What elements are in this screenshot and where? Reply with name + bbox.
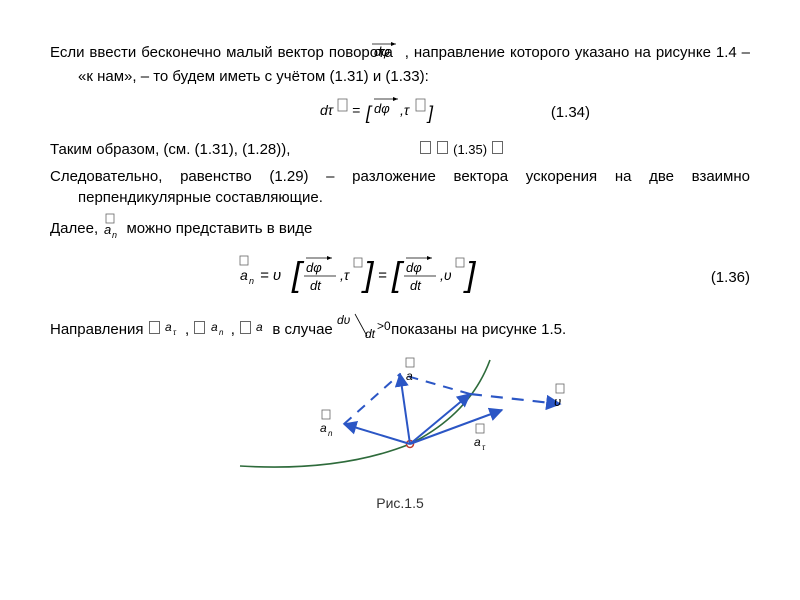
svg-text:dφ: dφ xyxy=(406,260,422,275)
svg-text:]: ] xyxy=(361,256,375,294)
svg-text:]: ] xyxy=(426,103,434,123)
dv-dt-inline: dυ dt >0 xyxy=(337,312,387,348)
svg-text:a: a xyxy=(165,320,172,334)
eq134-num: (1.34) xyxy=(530,102,590,123)
svg-text:a: a xyxy=(211,320,218,334)
p4-text-a: Далее, xyxy=(50,220,102,237)
vector-an-inline: a n xyxy=(102,214,122,244)
svg-text:n: n xyxy=(219,328,224,337)
svg-text:dt: dt xyxy=(410,278,422,293)
svg-text:dφ: dφ xyxy=(374,101,390,116)
eq134-body: dτ = [ dφ ,τ ] xyxy=(50,93,530,131)
svg-text:τ: τ xyxy=(173,328,177,337)
svg-text:[: [ xyxy=(391,256,405,294)
equation-1-34: dτ = [ dφ ,τ ] (1.34) xyxy=(50,93,750,131)
svg-text:,υ: ,υ xyxy=(440,267,452,283)
placeholder-icon xyxy=(240,321,251,334)
svg-text:n: n xyxy=(328,429,333,438)
equation-1-36: a n = υ [ dφ dt ,τ ] = [ dφ dt ,υ ] (1.3… xyxy=(50,250,750,304)
placeholder-icon xyxy=(437,141,448,154)
svg-text:=: = xyxy=(352,102,360,118)
vec-a-inline: a xyxy=(256,317,268,343)
svg-text:dt: dt xyxy=(310,278,322,293)
vec-at-inline: aτ xyxy=(165,317,181,343)
p5-text-e: показаны на рисунке 1.5. xyxy=(391,321,566,338)
paragraph-1: Если ввести бесконечно малый вектор пово… xyxy=(50,40,750,87)
p1-text-a: Если ввести бесконечно малый вектор пово… xyxy=(50,44,398,61)
placeholder-icon xyxy=(194,321,205,334)
svg-text:a: a xyxy=(474,435,481,449)
svg-text:υ: υ xyxy=(554,394,561,409)
svg-text:a: a xyxy=(320,421,327,435)
vector-dphi-inline: dφ xyxy=(398,40,400,66)
svg-text:dt: dt xyxy=(365,327,376,341)
paragraph-4: Далее, a n можно представить в виде xyxy=(50,214,750,244)
vec-an-inline-2: an xyxy=(211,317,227,343)
svg-text:n: n xyxy=(249,276,254,286)
svg-text:dφ: dφ xyxy=(374,44,390,59)
svg-text:dτ: dτ xyxy=(320,102,334,118)
figure-svg: a n a a τ υ xyxy=(220,354,580,484)
svg-text:a: a xyxy=(240,267,248,283)
svg-text:]: ] xyxy=(463,256,477,294)
placeholder-icon xyxy=(492,141,503,154)
paragraph-3: Следовательно, равенство (1.29) – разлож… xyxy=(50,166,750,208)
figure-caption: Рис.1.5 xyxy=(50,494,750,514)
svg-text:τ: τ xyxy=(482,443,486,452)
svg-text:a: a xyxy=(104,222,111,237)
p3-text: Следовательно, равенство (1.29) – разлож… xyxy=(50,168,750,206)
svg-text:a: a xyxy=(406,369,413,383)
figure-1-5: a n a a τ υ Рис.1.5 xyxy=(50,354,750,514)
svg-text:=: = xyxy=(378,267,387,284)
eq136-num: (1.36) xyxy=(690,267,750,288)
paragraph-2: Таким образом, (см. (1.31), (1.28)), (1.… xyxy=(50,139,750,160)
p2-text: Таким образом, (см. (1.31), (1.28)), xyxy=(50,141,290,158)
p5-text-d: в случае xyxy=(272,321,337,338)
svg-text:dυ: dυ xyxy=(337,313,351,327)
p4-text-b: можно представить в виде xyxy=(126,220,312,237)
paragraph-5: Направления aτ , an , a в случае dυ dt >… xyxy=(50,312,750,348)
svg-text:,τ: ,τ xyxy=(400,102,410,118)
svg-text:a: a xyxy=(256,320,263,334)
p5-text-c: , xyxy=(231,321,239,338)
placeholder-icon xyxy=(149,321,160,334)
p5-text-a: Направления xyxy=(50,321,148,338)
svg-text:dφ: dφ xyxy=(306,260,322,275)
svg-text:[: [ xyxy=(291,256,305,294)
svg-text:n: n xyxy=(112,230,117,240)
svg-text:= υ: = υ xyxy=(260,267,281,284)
eq136-body: a n = υ [ dφ dt ,τ ] = [ dφ dt ,υ ] xyxy=(50,250,690,304)
svg-text:>0: >0 xyxy=(377,319,391,333)
p5-text-b: , xyxy=(185,321,193,338)
placeholder-icon xyxy=(420,141,431,154)
eq135-num: 1.35) xyxy=(457,142,487,157)
svg-text:[: [ xyxy=(365,103,373,123)
svg-text:,τ: ,τ xyxy=(340,267,350,283)
